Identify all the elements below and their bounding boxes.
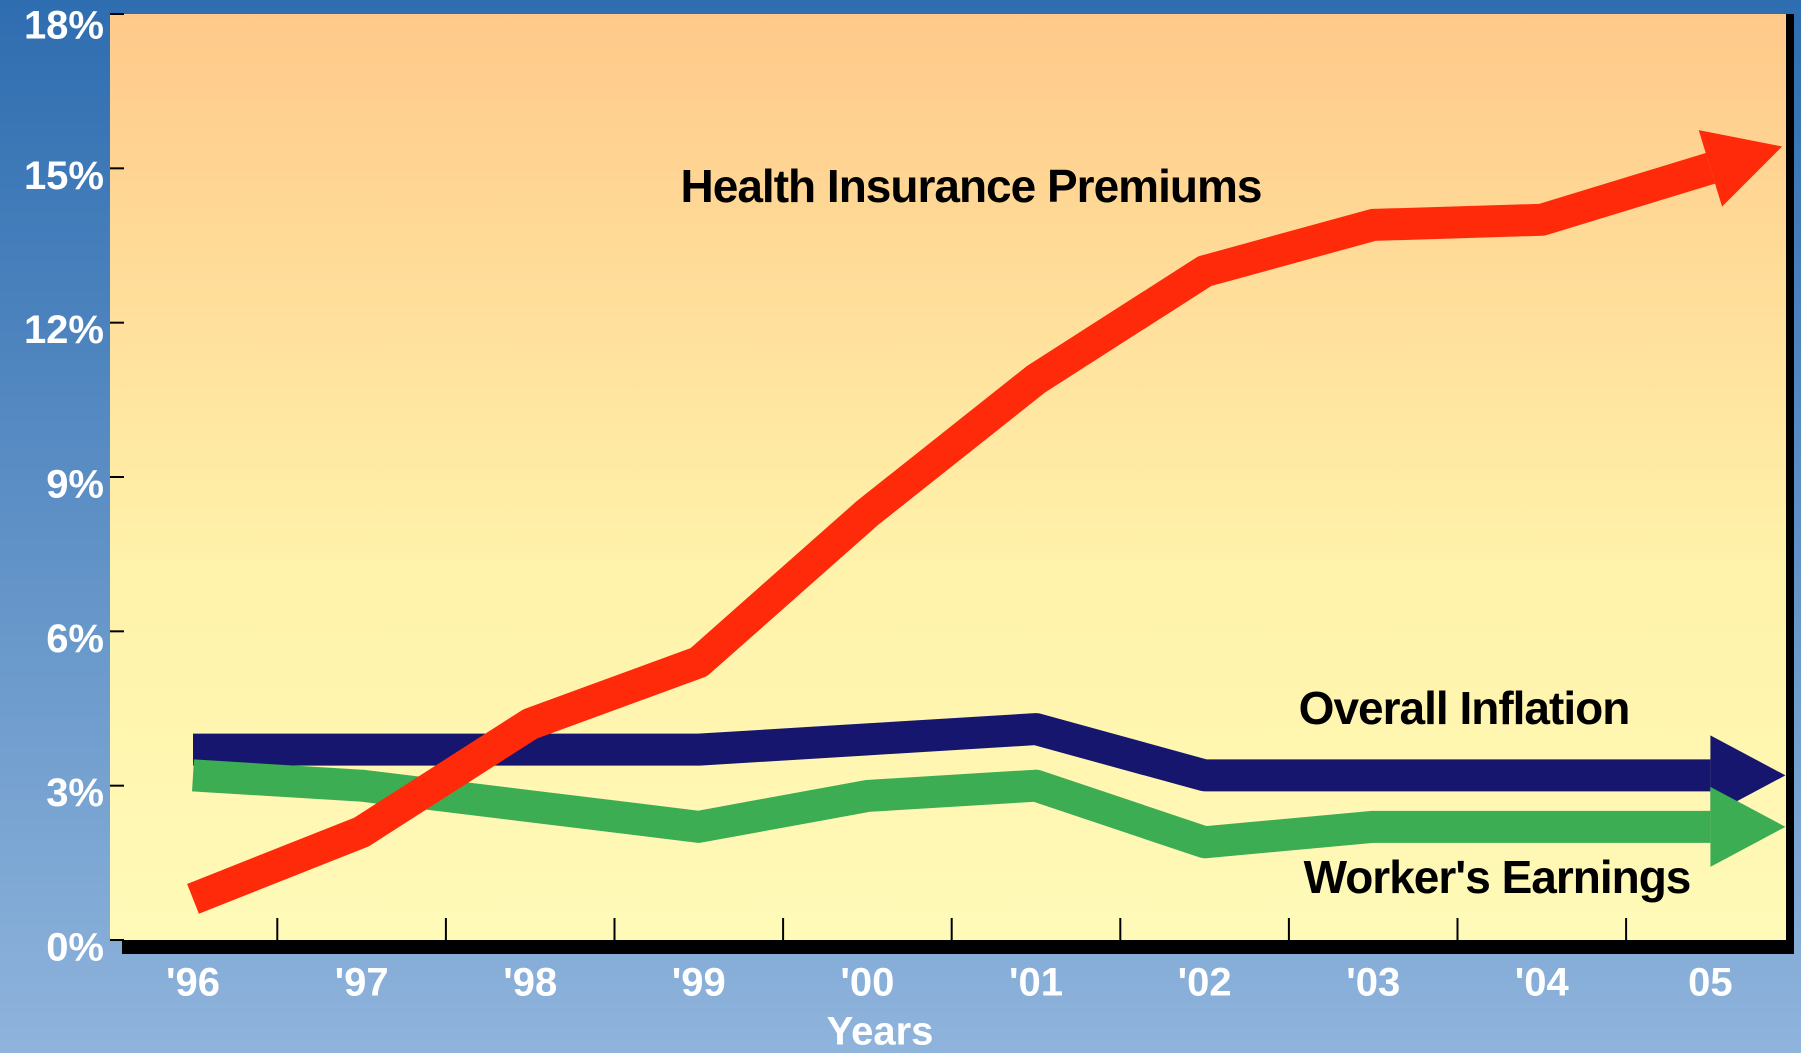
x-tick-label: '01: [1009, 961, 1063, 1005]
x-tick-label: '97: [335, 961, 389, 1005]
x-tick-label: '03: [1346, 961, 1400, 1005]
x-tick-label: '98: [503, 961, 557, 1005]
y-tick-label: 9%: [46, 463, 104, 507]
y-tick-label: 6%: [46, 617, 104, 661]
x-axis-label: Years: [827, 1010, 934, 1053]
series-line: [193, 713, 1711, 792]
y-tick-label: 15%: [24, 154, 104, 198]
arrow-head: [1710, 786, 1786, 867]
y-tick-label: 0%: [46, 926, 104, 970]
arrow-head: [1698, 130, 1783, 207]
x-tick-label: 05: [1688, 961, 1733, 1005]
series-label: Health Insurance Premiums: [681, 160, 1262, 212]
series-label: Overall Inflation: [1299, 682, 1630, 734]
series-label: Worker's Earnings: [1304, 851, 1691, 903]
y-tick-label: 12%: [24, 308, 104, 352]
y-tick-label: 3%: [46, 771, 104, 815]
arrow-head: [1710, 735, 1786, 816]
x-tick-label: '00: [840, 961, 894, 1005]
y-tick-label: 18%: [24, 4, 104, 48]
x-tick-label: '02: [1178, 961, 1232, 1005]
x-tick-label: '99: [672, 961, 726, 1005]
series-line: [187, 153, 1716, 914]
x-tick-label: '04: [1515, 961, 1570, 1005]
x-tick-label: '96: [166, 961, 220, 1005]
